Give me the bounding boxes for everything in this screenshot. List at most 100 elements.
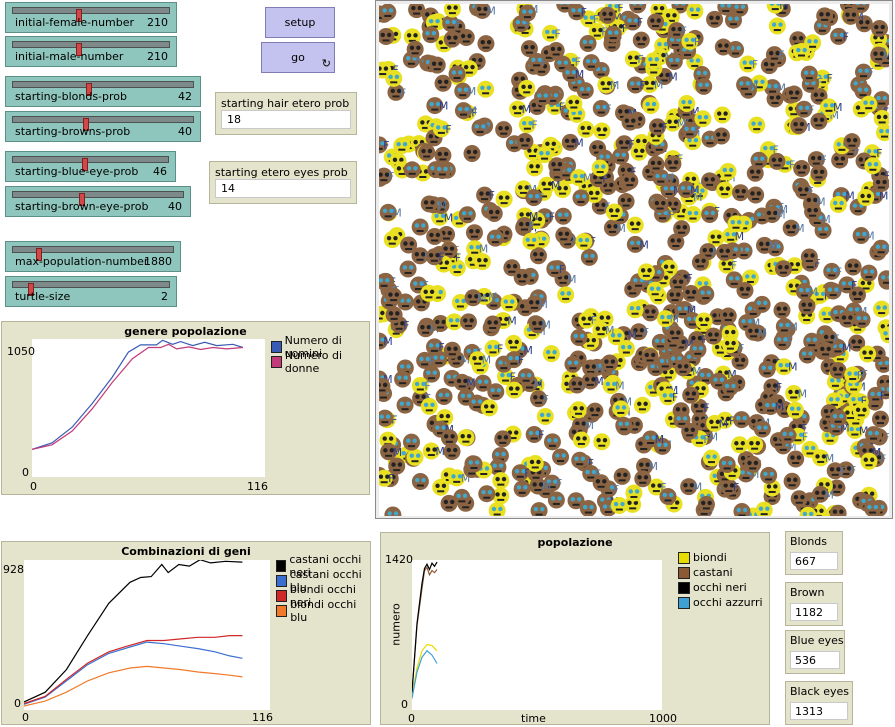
turtle-gender-label: F [688,304,694,317]
turtle-face [664,114,682,132]
turtle-gender-label: M [885,242,889,255]
legend-label: castani occhi blu [289,567,362,594]
turtle-face [642,97,660,115]
turtle-gender-label: F [484,122,490,135]
turtle-gender-label: M [393,446,403,459]
turtle-face [774,260,792,278]
turtle-gender-label: F [630,165,636,178]
turtle-face [488,502,506,516]
turtle-face [547,41,565,59]
turtle-gender-label: M [787,440,797,453]
turtle-face [763,205,781,223]
turtle-face [762,398,780,416]
slider-knob[interactable] [86,83,92,96]
turtle-face [612,400,630,418]
turtle-gender-label: M [479,243,489,256]
world-canvas[interactable]: MFMMFFMFFMFFMMFFFFMMMMMFMFMMFFMFFFFFFFMF… [379,4,889,516]
turtle-gender-label: F [424,379,430,392]
turtle-gender-label: F [471,107,477,120]
slider-track[interactable] [12,281,170,296]
turtle-gender-label: M [883,49,889,62]
slider-track[interactable] [12,116,194,131]
turtle-face [695,77,713,95]
slider-knob[interactable] [28,283,34,296]
turtle-face [562,65,580,83]
slider-initial-male-number[interactable]: initial-male-number 210 [5,36,177,67]
turtle-face [547,491,565,509]
slider-max-population-number[interactable]: max-population-number 1880 [5,241,181,272]
turtle-gender-label: F [637,16,643,29]
hair-etero-field[interactable]: 18 [221,110,351,129]
turtle-gender-label: F [820,154,826,167]
slider-starting-brown-eye-prob[interactable]: starting-brown-eye-prob 40 [5,186,191,217]
turtle-face [426,228,444,246]
turtle-face [645,52,663,70]
turtle-face [617,340,635,358]
turtle-gender-label: F [392,64,398,77]
turtle-face [592,321,610,339]
turtle-face [570,401,588,419]
turtle-face [604,25,622,43]
turtle-face [649,118,667,136]
slider-track[interactable] [12,246,174,261]
world-view[interactable]: MFMMFFMFFMFFMMFFFFMMMMMFMFMMFFMFFFFFFFMF… [375,0,893,519]
turtle-gender-label: M [467,85,477,98]
turtle-gender-label: F [525,18,531,31]
setup-button[interactable]: setup [265,7,335,38]
slider-track[interactable] [12,156,169,171]
slider-label: initial-male-number [15,50,124,63]
slider-starting-blonds-prob[interactable]: starting-blonds-prob 42 [5,76,201,107]
turtle-face [736,281,754,299]
turtle-face [458,206,476,224]
turtle-face [714,38,732,56]
turtle-face [746,164,764,182]
turtle-face [697,368,715,386]
turtle-gender-label: M [538,298,548,311]
turtle-face [440,494,458,512]
slider-starting-blue-eye-prob[interactable]: starting-blue-eye-prob 46 [5,151,176,182]
turtle-gender-label: M [507,315,517,328]
turtle-gender-label: F [861,395,867,408]
slider-knob[interactable] [76,43,82,56]
turtle-face [779,426,797,444]
world-turtles: MFMMFFMFFMFFMMFFFFMMMMMFMFMMFFMFFFFFFFMF… [379,4,889,516]
slider-starting-browns-prob[interactable]: starting-browns-prob 40 [5,111,201,142]
turtle-face [860,95,878,113]
plot-title: Combinazioni di geni [121,545,251,558]
turtle-face [633,396,651,414]
turtle-face [878,270,889,288]
slider-label: starting-brown-eye-prob [15,200,149,213]
turtle-gender-label: M [808,286,818,299]
turtle-face [629,4,647,14]
slider-knob[interactable] [82,158,88,171]
eyes-etero-field[interactable]: 14 [215,179,351,198]
slider-track[interactable] [12,191,184,206]
legend-item: castani occhi blu [276,568,370,594]
slider-track[interactable] [12,7,170,22]
slider-turtle-size[interactable]: turtle-size 2 [5,276,177,307]
turtle-gender-label: F [455,251,461,264]
turtle-face [636,457,654,475]
turtle-face [660,181,678,199]
turtle-gender-label: M [574,136,584,149]
turtle-face [495,190,513,208]
turtle-face [782,219,800,237]
turtle-face [379,136,388,154]
turtle-face [379,61,392,79]
slider-knob[interactable] [36,248,42,261]
input-label: starting etero eyes prob [215,166,348,179]
plot-title: popolazione [537,536,613,549]
turtle-face [536,407,554,425]
slider-track[interactable] [12,81,194,96]
turtle-face [511,464,529,482]
turtle-gender-label: M [522,103,532,116]
turtle-face [520,40,538,58]
slider-initial-female-number[interactable]: initial-female-number 210 [5,2,177,33]
slider-value: 42 [178,90,192,103]
turtle-face [526,454,544,472]
go-button[interactable]: go ↻ [261,42,335,73]
slider-knob[interactable] [83,118,89,131]
slider-knob[interactable] [79,193,85,206]
slider-track[interactable] [12,41,170,56]
slider-knob[interactable] [76,9,82,22]
